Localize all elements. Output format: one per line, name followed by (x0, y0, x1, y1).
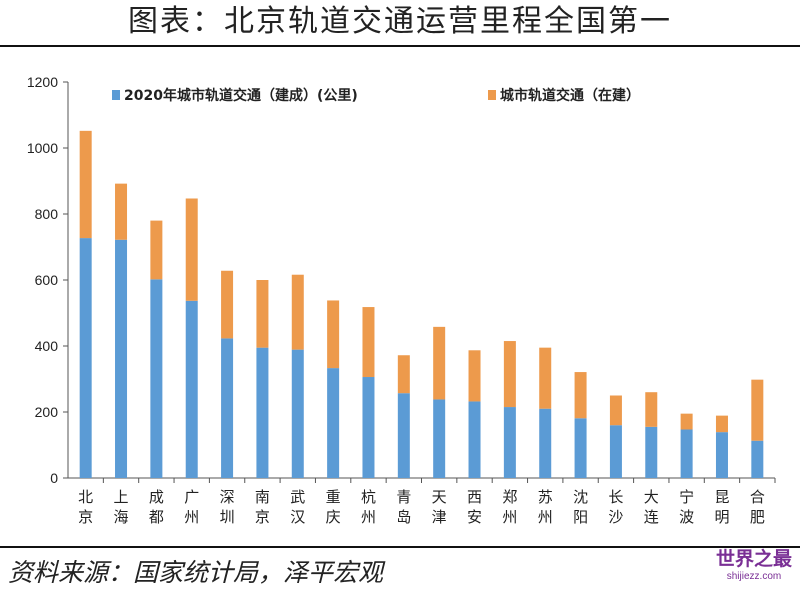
bar-built (221, 338, 234, 478)
x-tick-label-char: 成 (149, 488, 164, 506)
bar-built (397, 393, 410, 478)
bar-under-construction (397, 355, 410, 394)
title-divider (0, 45, 800, 47)
bar-built (645, 426, 658, 478)
bar-under-construction (751, 379, 764, 441)
watermark-main: 世界之最 (715, 549, 792, 570)
x-tick-label-char: 州 (538, 508, 553, 526)
legend-label-built: 2020年城市轨道交通（建成）(公里) (124, 87, 358, 104)
x-tick-label-char: 明 (714, 508, 729, 526)
x-tick-label-char: 武 (290, 488, 305, 506)
y-tick-label: 0 (50, 470, 58, 486)
bar-under-construction (221, 270, 234, 339)
bar-built (539, 408, 552, 478)
bar-built (115, 239, 128, 478)
stacked-bar-chart: 020040060080010001200北京上海成都广州深圳南京武汉重庆杭州青… (27, 74, 776, 526)
bar-under-construction (715, 415, 728, 433)
x-tick-label-char: 上 (114, 488, 129, 506)
bar-built (291, 349, 304, 478)
bar-built (609, 425, 622, 478)
x-tick-label-char: 圳 (220, 508, 235, 526)
x-tick-label-char: 北 (78, 488, 93, 506)
bar-built (362, 377, 375, 478)
bar-under-construction (362, 307, 375, 378)
x-tick-label-char: 汉 (290, 508, 305, 526)
bar-under-construction (256, 280, 269, 348)
x-tick-label-char: 重 (326, 488, 341, 506)
x-tick-label-char: 长 (608, 488, 623, 506)
x-tick-label-char: 州 (361, 508, 376, 526)
x-tick-label-char: 海 (114, 508, 129, 526)
x-tick-label-char: 沈 (573, 488, 588, 506)
y-tick-label: 1200 (27, 74, 58, 90)
x-tick-label-char: 宁 (679, 488, 694, 506)
legend-swatch-under-construction (488, 90, 496, 100)
bar-under-construction (468, 350, 481, 402)
y-tick-label: 600 (35, 272, 59, 288)
x-tick-label-char: 天 (432, 488, 447, 506)
bar-under-construction (150, 220, 163, 280)
x-tick-label-char: 昆 (714, 488, 729, 506)
x-tick-label-char: 京 (255, 508, 270, 526)
y-tick-label: 400 (35, 338, 59, 354)
x-tick-label-char: 津 (432, 508, 447, 526)
chart-title: 图表：北京轨道交通运营里程全国第一 (128, 4, 672, 39)
bar-built (256, 347, 269, 478)
bar-under-construction (115, 183, 128, 240)
x-tick-label-char: 杭 (361, 488, 376, 506)
x-tick-label-char: 庆 (326, 508, 341, 526)
bar-under-construction (291, 274, 304, 350)
x-tick-label-char: 京 (78, 508, 93, 526)
x-tick-label-char: 苏 (538, 488, 553, 506)
bar-under-construction (327, 300, 340, 369)
y-tick-label: 800 (35, 206, 59, 222)
x-tick-label-char: 西 (467, 488, 482, 506)
x-tick-label-char: 安 (467, 508, 482, 526)
x-tick-label-char: 郑 (502, 488, 517, 506)
source-note: 资料来源：国家统计局，泽平宏观 (8, 558, 384, 587)
bar-under-construction (645, 392, 658, 427)
bar-under-construction (503, 341, 516, 408)
x-tick-label-char: 合 (750, 488, 765, 506)
x-tick-label-char: 岛 (396, 508, 411, 526)
x-tick-label-char: 都 (149, 508, 164, 526)
watermark-logo: 世界之最 shijiezz.com (715, 549, 792, 582)
watermark-sub: shijiezz.com (726, 570, 782, 582)
legend-swatch-built (112, 90, 120, 100)
x-tick-label-char: 广 (184, 488, 199, 506)
bar-built (574, 418, 587, 478)
bar-under-construction (79, 130, 92, 239)
x-tick-label-char: 沙 (608, 508, 623, 526)
x-tick-label-char: 南 (255, 488, 270, 506)
bar-under-construction (539, 347, 552, 409)
y-tick-label: 1000 (27, 140, 58, 156)
footer-divider (0, 546, 800, 548)
x-tick-label-char: 州 (184, 508, 199, 526)
bar-built (433, 399, 446, 478)
bar-under-construction (433, 326, 446, 400)
y-tick-label: 200 (35, 404, 59, 420)
x-tick-label-char: 深 (220, 488, 235, 506)
x-tick-label-char: 阳 (573, 508, 588, 526)
bar-built (680, 429, 693, 478)
bar-built (715, 432, 728, 478)
x-tick-label-char: 连 (644, 508, 659, 526)
x-tick-label-char: 波 (679, 508, 694, 526)
bar-built (468, 401, 481, 478)
bar-under-construction (680, 413, 693, 430)
bar-built (503, 407, 516, 478)
bar-built (327, 368, 340, 478)
x-tick-label-char: 大 (644, 488, 659, 506)
bar-under-construction (609, 395, 622, 426)
bar-built (79, 238, 92, 478)
bar-built (150, 279, 163, 478)
bar-under-construction (185, 198, 198, 301)
x-tick-label-char: 州 (502, 508, 517, 526)
x-tick-label-char: 青 (396, 488, 411, 506)
bar-built (185, 300, 198, 478)
bar-under-construction (574, 372, 587, 419)
x-tick-label-char: 肥 (750, 508, 765, 526)
legend-label-under-construction: 城市轨道交通（在建） (500, 87, 640, 104)
bar-built (751, 440, 764, 478)
